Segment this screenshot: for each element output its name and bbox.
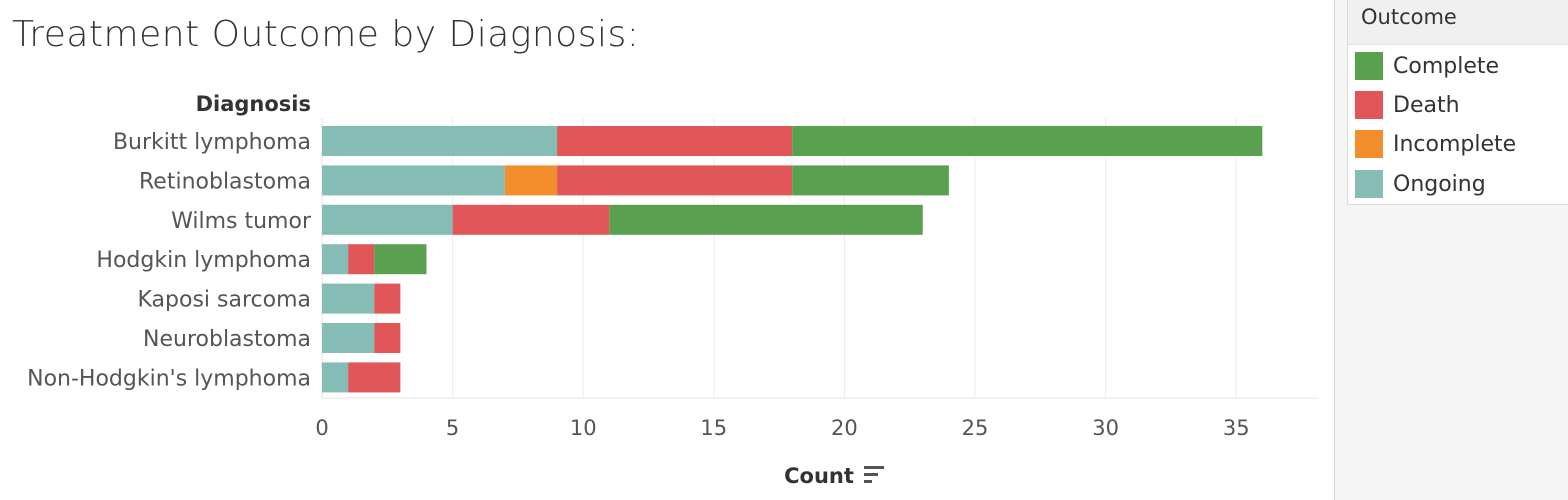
bar-segment-incomplete[interactable] <box>504 165 558 196</box>
x-tick-label: 25 <box>962 416 989 440</box>
category-label: Non-Hodgkin's lymphoma <box>27 366 311 391</box>
legend-label: Incomplete <box>1393 131 1517 157</box>
x-tick-label: 5 <box>446 416 459 440</box>
legend-swatch-ongoing <box>1355 170 1383 198</box>
bar-segment-complete[interactable] <box>374 244 427 275</box>
category-labels: Burkitt lymphoma Retinoblastoma Wilms tumo… <box>27 130 312 391</box>
x-tick-labels: 0 5 10 15 20 25 30 35 <box>315 416 1249 440</box>
category-label: Kaposi sarcoma <box>138 288 312 313</box>
bar-chart: Burkitt lymphoma Retinoblastoma Wilms tumo… <box>27 92 1318 488</box>
category-label: Burkitt lymphoma <box>113 130 311 155</box>
bar-segment-death[interactable] <box>348 244 375 275</box>
bar-segment-ongoing[interactable] <box>322 323 375 353</box>
category-label: Hodgkin lymphoma <box>96 248 311 273</box>
y-axis-title: Diagnosis <box>196 92 311 116</box>
bar-segment-death[interactable] <box>557 165 793 196</box>
bar-segment-ongoing[interactable] <box>322 165 505 196</box>
bar-segment-death[interactable] <box>557 126 793 156</box>
category-label: Neuroblastoma <box>143 327 311 352</box>
gridlines <box>321 118 1318 399</box>
x-tick-label: 10 <box>570 416 597 440</box>
legend-item-incomplete[interactable]: Incomplete <box>1355 130 1516 158</box>
bar-segment-ongoing[interactable] <box>322 244 349 275</box>
legend-swatch-death <box>1355 91 1383 119</box>
bar-segment-complete[interactable] <box>792 126 1263 156</box>
legend-item-complete[interactable]: Complete <box>1355 52 1499 80</box>
bars <box>322 126 1263 393</box>
legend-item-ongoing[interactable]: Ongoing <box>1355 170 1486 198</box>
legend-title: Outcome <box>1348 0 1568 45</box>
legend-swatch-complete <box>1355 52 1383 80</box>
legend-label: Ongoing <box>1393 171 1486 197</box>
x-tick-label: 15 <box>700 416 727 440</box>
bar-segment-death[interactable] <box>348 362 401 393</box>
bar-segment-death[interactable] <box>374 323 401 353</box>
bar-segment-ongoing[interactable] <box>322 204 453 235</box>
legend-swatch-incomplete <box>1355 130 1383 158</box>
x-tick-label: 20 <box>831 416 858 440</box>
bar-segment-death[interactable] <box>374 283 401 314</box>
x-tick-label: 35 <box>1223 416 1250 440</box>
category-label: Wilms tumor <box>171 209 312 234</box>
x-axis-title: Count <box>784 464 854 488</box>
x-tick-label: 30 <box>1092 416 1119 440</box>
legend: Outcome Complete Death Incomplete Ongoin… <box>1347 0 1568 205</box>
bar-segment-ongoing[interactable] <box>322 283 375 314</box>
category-label: Retinoblastoma <box>139 169 311 194</box>
sort-icon[interactable] <box>864 466 884 483</box>
legend-label: Complete <box>1393 53 1500 79</box>
legend-label: Death <box>1393 92 1460 118</box>
bar-segment-complete[interactable] <box>609 204 923 235</box>
bar-segment-ongoing[interactable] <box>322 126 558 156</box>
x-tick-label: 0 <box>315 416 328 440</box>
chart-title: Treatment Outcome by Diagnosis: <box>12 14 640 55</box>
bar-segment-death[interactable] <box>452 204 610 235</box>
legend-item-death[interactable]: Death <box>1355 91 1460 119</box>
bar-segment-ongoing[interactable] <box>322 362 349 393</box>
bar-segment-complete[interactable] <box>792 165 949 196</box>
